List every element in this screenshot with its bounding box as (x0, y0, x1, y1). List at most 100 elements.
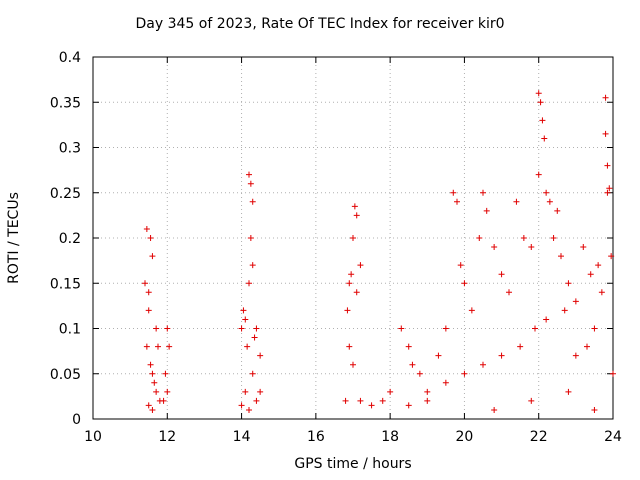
data-point (251, 334, 258, 341)
data-point (379, 397, 386, 404)
data-point (457, 262, 464, 269)
data-point (591, 325, 598, 332)
data-point (351, 203, 358, 210)
data-point (244, 343, 251, 350)
data-point (543, 316, 550, 323)
data-point (238, 325, 245, 332)
data-point (145, 307, 152, 314)
data-point (608, 253, 615, 260)
data-point (387, 388, 394, 395)
x-tick-label: 20 (456, 429, 474, 445)
data-point (247, 180, 254, 187)
data-point (240, 307, 247, 314)
data-point (247, 235, 254, 241)
data-point (450, 189, 457, 196)
data-point (491, 406, 498, 413)
data-point (491, 244, 498, 251)
data-point (595, 262, 602, 269)
data-point (539, 117, 546, 124)
data-point (587, 271, 594, 278)
data-point (483, 207, 490, 214)
y-tick-label: 0.35 (50, 95, 81, 111)
data-point (604, 189, 611, 196)
data-point (350, 235, 356, 241)
data-point (153, 388, 160, 395)
data-point (405, 343, 412, 350)
data-point (454, 198, 460, 205)
data-point (368, 402, 375, 409)
data-point (461, 370, 468, 377)
data-point (242, 316, 249, 323)
data-point (346, 343, 353, 350)
data-point (580, 244, 587, 251)
data-point (350, 361, 356, 368)
data-point (149, 406, 156, 413)
data-point (149, 253, 156, 260)
x-tick-label: 10 (84, 429, 102, 445)
y-tick-label: 0.1 (59, 322, 81, 338)
data-point (348, 271, 355, 278)
data-point (598, 289, 605, 296)
data-point (246, 171, 252, 178)
data-point (528, 244, 535, 251)
data-point (147, 235, 154, 241)
y-tick-label: 0.15 (50, 276, 81, 292)
data-point (554, 207, 561, 214)
data-point (558, 253, 564, 260)
data-point (249, 262, 256, 269)
y-tick-label: 0 (72, 412, 81, 428)
data-point (561, 307, 568, 314)
data-point (162, 370, 169, 377)
data-point (257, 352, 264, 359)
data-point (606, 185, 613, 192)
data-point (565, 280, 572, 287)
data-point (405, 402, 412, 409)
data-point (546, 198, 553, 205)
data-point (584, 343, 590, 350)
data-point (572, 352, 579, 359)
data-point (346, 280, 353, 287)
data-point (535, 90, 542, 97)
data-point (153, 325, 160, 332)
data-point (344, 307, 351, 314)
data-point (535, 171, 542, 178)
data-point (357, 262, 364, 269)
data-point (147, 361, 154, 368)
data-point (498, 352, 505, 359)
data-point (550, 235, 557, 241)
data-point (604, 162, 611, 169)
data-point (565, 388, 572, 395)
data-point (149, 370, 156, 377)
data-point (424, 388, 431, 395)
y-axis-label: ROTI / TECUs (6, 192, 22, 284)
data-point (520, 235, 527, 241)
data-point (143, 225, 150, 232)
data-point (476, 235, 483, 241)
data-point (145, 289, 152, 296)
data-point (468, 307, 475, 314)
data-point (164, 325, 171, 332)
data-point (610, 370, 616, 377)
y-tick-label: 0.4 (59, 50, 81, 66)
chart-title: Day 345 of 2023, Rate Of TEC Index for r… (135, 16, 505, 32)
x-axis-label: GPS time / hours (294, 456, 412, 472)
data-point (353, 212, 360, 219)
data-point (249, 370, 256, 377)
x-tick-label: 16 (307, 429, 325, 445)
data-point (155, 343, 161, 350)
data-point (498, 271, 505, 278)
data-point (143, 343, 150, 350)
data-point (238, 402, 245, 409)
data-point (249, 198, 256, 205)
x-tick-label: 14 (233, 429, 251, 445)
data-point (513, 198, 520, 205)
x-tick-label: 18 (381, 429, 399, 445)
data-point (160, 397, 167, 404)
data-point (142, 280, 148, 287)
x-tick-label: 24 (604, 429, 622, 445)
data-point (602, 130, 609, 137)
data-point (253, 325, 260, 332)
data-point (398, 325, 405, 332)
data-point (541, 135, 548, 142)
